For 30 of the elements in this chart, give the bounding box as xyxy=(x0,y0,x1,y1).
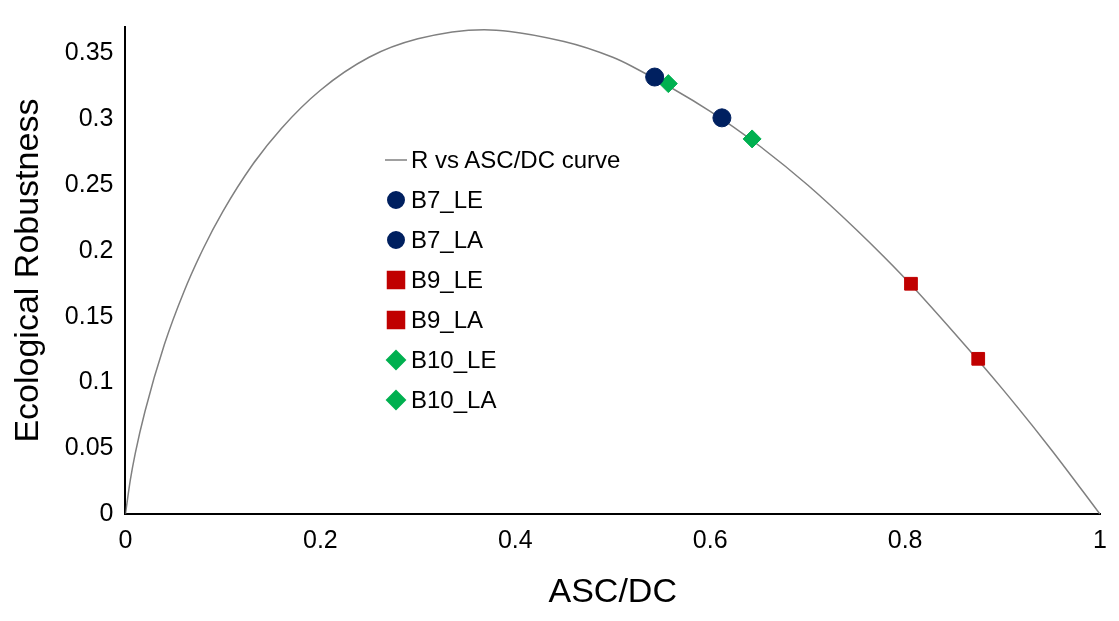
point xyxy=(904,276,918,291)
y-axis-title: Ecological Robustness xyxy=(6,98,45,443)
line-series xyxy=(125,28,1101,515)
x-axis-title: ASC/DC xyxy=(548,570,677,609)
x-tick-label: 1 xyxy=(1093,525,1107,554)
legend-label: B7_LA xyxy=(411,226,484,254)
x-tick-label: 0 xyxy=(118,525,133,554)
point xyxy=(658,74,678,94)
y-tick-label: 0.2 xyxy=(78,234,114,263)
point xyxy=(742,129,762,149)
y-tick-label: 0.35 xyxy=(64,37,114,66)
point xyxy=(712,108,732,128)
y-tick-label: 0.3 xyxy=(78,103,114,132)
x-tick-label: 0.4 xyxy=(497,525,533,554)
y-tick-label: 0.15 xyxy=(64,300,114,329)
point xyxy=(645,67,665,87)
x-tick-label: 0.2 xyxy=(302,525,338,554)
legend-label: B9_LA xyxy=(411,306,484,334)
y-tick-label: 0.1 xyxy=(78,366,114,395)
legend-label: R vs ASC/DC curve xyxy=(411,146,621,174)
legend-label: B7_LE xyxy=(411,186,484,214)
legend-label: B10_LE xyxy=(411,346,497,374)
legend-label: B9_LE xyxy=(411,266,484,294)
y-tick-label: 0.25 xyxy=(64,168,114,197)
y-tick-label: 0.05 xyxy=(64,432,114,461)
x-tick-label: 0.8 xyxy=(887,525,923,554)
point xyxy=(971,351,986,366)
y-tick-label: 0 xyxy=(99,498,114,527)
x-tick-label: 0.6 xyxy=(692,525,728,554)
legend-label: B10_LA xyxy=(411,386,497,414)
